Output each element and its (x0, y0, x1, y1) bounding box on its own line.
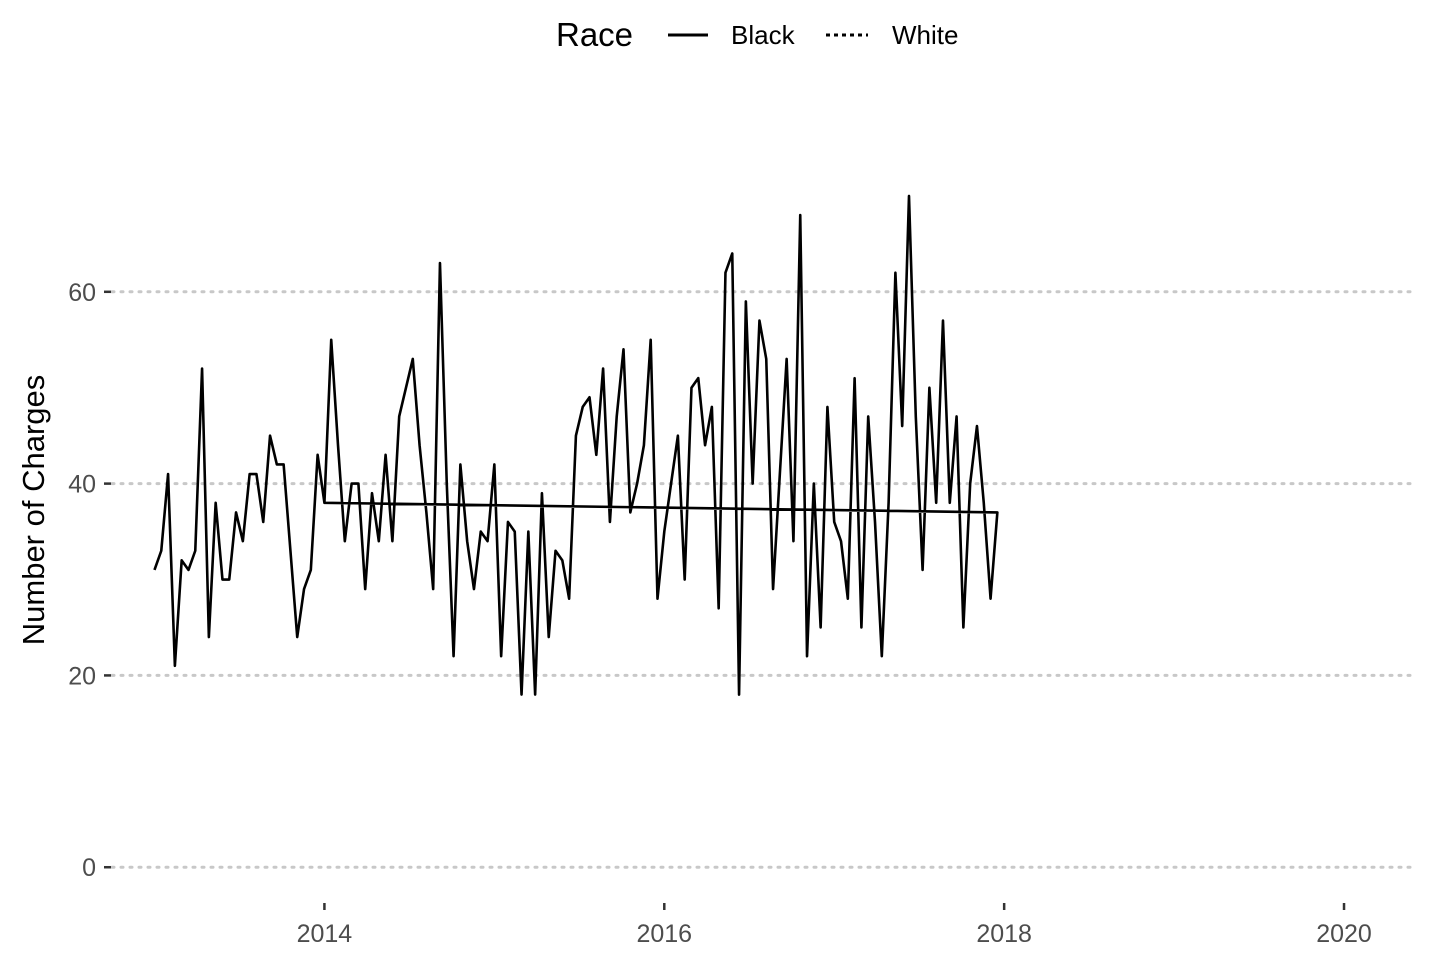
y-tick-label-40: 40 (68, 471, 96, 499)
y-axis-title: Number of Charges (16, 375, 51, 646)
legend: Race Black White (556, 16, 958, 53)
y-axis: 0 20 40 60 (68, 279, 111, 882)
legend-label-white: White (892, 20, 958, 50)
legend-label-black: Black (731, 20, 796, 50)
x-tick-label-2018: 2018 (976, 920, 1032, 948)
x-tick-label-2020: 2020 (1316, 920, 1372, 948)
y-tick-label-60: 60 (68, 279, 96, 307)
y-tick-label-0: 0 (82, 854, 96, 882)
series-line-black (153, 194, 999, 696)
series-lines (153, 194, 999, 696)
x-tick-label-2014: 2014 (297, 920, 353, 948)
x-axis: 2014 2016 2018 2020 (297, 903, 1372, 948)
gridlines (110, 290, 1414, 869)
legend-title: Race (556, 16, 633, 53)
y-tick-label-20: 20 (68, 662, 96, 690)
x-tick-label-2016: 2016 (636, 920, 692, 948)
